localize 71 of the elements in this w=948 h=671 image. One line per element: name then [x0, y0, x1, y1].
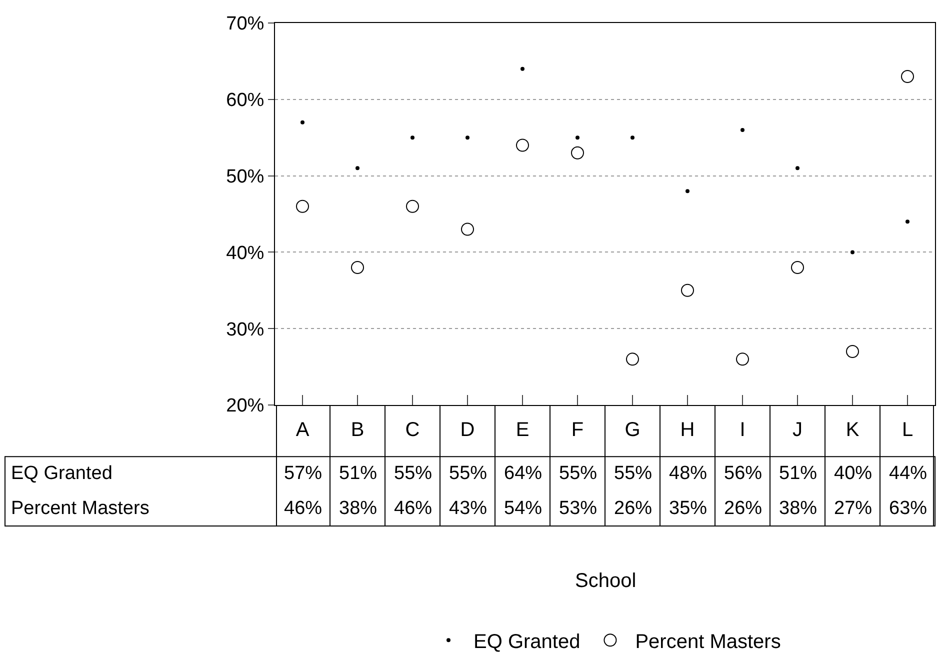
data-label: 35% — [669, 498, 708, 519]
point — [681, 284, 694, 297]
point — [850, 250, 854, 254]
x-tick-label: C — [405, 419, 420, 441]
data-label: 38% — [779, 498, 818, 519]
data-label: 48% — [669, 463, 708, 484]
point — [300, 120, 304, 124]
x-tick-label: G — [624, 419, 640, 441]
data-label: 53% — [559, 498, 598, 519]
point — [630, 136, 634, 140]
legend-label: Percent Masters — [635, 630, 781, 653]
x-tick-label: E — [516, 419, 530, 441]
point — [351, 260, 364, 274]
point — [296, 200, 309, 213]
point — [791, 260, 804, 274]
data-label: 51% — [339, 463, 378, 484]
data-label: 55% — [394, 463, 432, 484]
point — [906, 220, 910, 224]
data-label: 64% — [504, 463, 542, 484]
x-tick-label: D — [460, 419, 475, 441]
y-tick-label: 50% — [226, 166, 264, 188]
y-tick-label: 70% — [226, 14, 264, 35]
text: School — [575, 570, 636, 592]
point — [626, 352, 639, 366]
y-tick-label: 60% — [226, 90, 264, 112]
x-tick-label: F — [571, 419, 584, 441]
point — [901, 70, 914, 83]
data-label: 51% — [779, 463, 818, 484]
x-tick-label: B — [350, 419, 364, 441]
x-tick-label: J — [792, 419, 802, 441]
point — [736, 352, 749, 366]
data-label: 57% — [284, 463, 322, 484]
data-label: 63% — [889, 498, 928, 519]
x-tick-label: K — [846, 419, 860, 441]
y-tick-label: 40% — [226, 242, 264, 264]
legend-label: EQ Granted — [474, 630, 580, 653]
data-label: 44% — [889, 463, 928, 484]
data-label: 46% — [284, 498, 322, 519]
text: EQ Granted — [11, 463, 112, 484]
data-label: 55% — [449, 463, 488, 484]
point — [796, 166, 800, 170]
point — [461, 222, 474, 236]
point — [520, 66, 524, 71]
data-label: 55% — [559, 463, 598, 484]
point — [466, 136, 470, 140]
data-label: 27% — [834, 498, 872, 519]
y-tick-label: 20% — [226, 396, 264, 417]
text: Percent Masters — [11, 498, 150, 519]
point — [571, 146, 584, 160]
data-label: 40% — [834, 463, 872, 484]
point — [686, 189, 690, 194]
data-label: 26% — [614, 498, 652, 519]
point — [410, 136, 414, 140]
data-label: 43% — [449, 498, 488, 519]
point — [406, 200, 419, 213]
point — [740, 128, 744, 132]
x-tick-label: A — [296, 419, 310, 441]
data-label: 46% — [394, 498, 432, 519]
data-label: 56% — [724, 463, 762, 484]
x-tick-label: H — [680, 419, 695, 441]
x-tick-label: I — [740, 419, 746, 441]
data-label: 55% — [614, 463, 652, 484]
point — [516, 138, 529, 152]
point — [846, 345, 859, 358]
y-tick-label: 30% — [226, 319, 264, 340]
data-label: 54% — [504, 498, 542, 519]
data-label: 26% — [724, 498, 762, 519]
point — [356, 166, 360, 170]
x-tick-label: L — [902, 419, 914, 441]
point — [576, 136, 580, 140]
data-label: 38% — [339, 498, 378, 519]
